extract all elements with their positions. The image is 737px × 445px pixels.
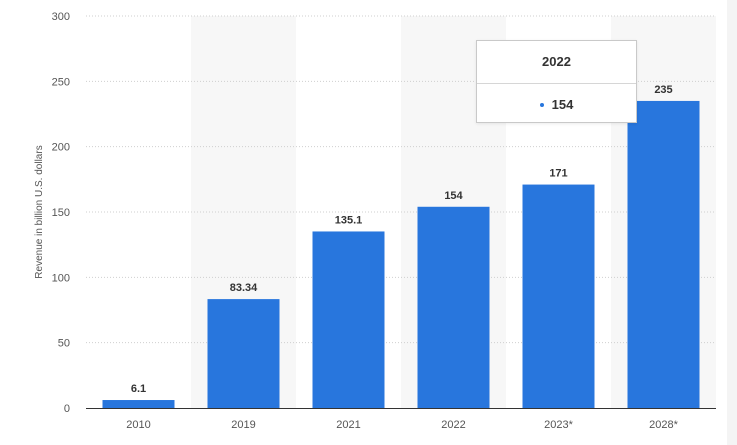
- y-tick-label: 50: [58, 338, 70, 350]
- y-tick-label: 0: [64, 403, 70, 415]
- bar-value-label: 135.1: [335, 214, 363, 226]
- x-tick-label: 2028*: [649, 419, 678, 431]
- scrollbar-track[interactable]: [727, 0, 737, 445]
- bar: [207, 299, 280, 408]
- x-tick-label: 2023*: [544, 419, 573, 431]
- tooltip-value: 154: [551, 97, 574, 112]
- bar: [312, 231, 385, 408]
- tooltip-title: 2022: [477, 41, 636, 84]
- bar-value-label: 154: [444, 190, 463, 202]
- bar-value-label: 171: [549, 168, 567, 180]
- x-tick-label: 2021: [336, 419, 360, 431]
- y-tick-label: 150: [52, 207, 70, 219]
- tooltip-series-dot-icon: [539, 102, 544, 107]
- bar-value-label: 83.34: [230, 282, 258, 294]
- y-tick-label: 100: [52, 272, 70, 284]
- x-tick-label: 2022: [441, 419, 465, 431]
- bar: [102, 400, 175, 408]
- y-tick-label: 250: [52, 76, 70, 88]
- y-tick-label: 200: [52, 142, 70, 154]
- bar-value-label: 6.1: [131, 383, 146, 395]
- bar: [522, 184, 595, 408]
- y-tick-label: 300: [52, 11, 70, 23]
- tooltip-body: 154: [477, 84, 636, 124]
- bar: [627, 100, 700, 408]
- bar: [417, 206, 490, 408]
- tooltip: 2022 154: [476, 40, 637, 123]
- y-axis-label: Revenue in billion U.S. dollars: [34, 145, 45, 278]
- bar-value-label: 235: [654, 84, 672, 96]
- x-tick-label: 2019: [231, 419, 255, 431]
- x-tick-label: 2010: [126, 419, 150, 431]
